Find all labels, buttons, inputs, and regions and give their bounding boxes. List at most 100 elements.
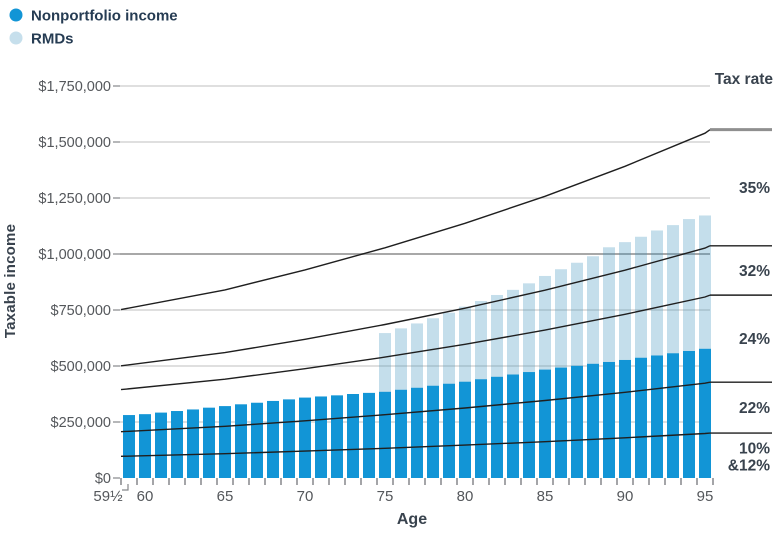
legend-label-nonportfolio: Nonportfolio income: [31, 8, 178, 25]
bar-rmd: [395, 328, 407, 390]
y-axis-tick-label: $1,250,000: [38, 191, 111, 207]
right-axis-title: Tax rate: [715, 71, 774, 88]
bar-rmd: [491, 294, 503, 377]
bar-nonportfolio-income: [283, 399, 295, 478]
bar-nonportfolio-income: [267, 400, 279, 478]
bar-rmd: [411, 323, 423, 388]
bar-nonportfolio-income: [539, 369, 551, 478]
bar-nonportfolio-income: [123, 415, 135, 478]
bar-nonportfolio-income: [299, 397, 311, 478]
offset-label-connector: [122, 484, 129, 491]
bar-rmd: [587, 256, 599, 364]
bar-nonportfolio-income: [475, 379, 487, 478]
bar-rmd: [571, 262, 583, 366]
bar-nonportfolio-income: [651, 355, 663, 478]
bar-rmd: [651, 230, 663, 356]
bars: [123, 215, 711, 478]
x-axis-title: Age: [397, 511, 427, 528]
gridlines: [120, 85, 710, 423]
tax-rate-label-line: 35%: [739, 180, 770, 197]
bar-rmd: [699, 215, 711, 349]
bar-nonportfolio-income: [459, 381, 471, 478]
bar-nonportfolio-income: [555, 367, 567, 478]
bar-nonportfolio-income: [363, 392, 375, 478]
y-axis-tick-label: $250,000: [51, 415, 111, 431]
x-axis-tick-label: 65: [217, 488, 234, 505]
bar-nonportfolio-income: [331, 395, 343, 478]
legend: Nonportfolio income RMDs: [9, 8, 178, 48]
x-axis-tick-label: 75: [377, 488, 394, 505]
y-axis-tick-label: $0: [95, 471, 111, 487]
tax-rate-label-line: 10%: [739, 441, 770, 458]
bracket-line: [120, 245, 711, 367]
x-axis-tick-label: 90: [617, 488, 634, 505]
tax-rate-label: 10% &12%: [728, 441, 770, 475]
bar-rmd: [555, 269, 567, 368]
bar-rmd: [667, 225, 679, 354]
bar-nonportfolio-income: [699, 348, 711, 478]
bracket-line: [120, 294, 711, 391]
bracket-line: [120, 381, 711, 433]
tax-rate-label: 24%: [739, 331, 770, 348]
bar-rmd: [379, 333, 391, 392]
legend-label-rmds: RMDs: [31, 31, 74, 48]
bar-nonportfolio-income: [411, 387, 423, 478]
tax-rate-label-line: 22%: [739, 400, 770, 417]
bar-nonportfolio-income: [523, 372, 535, 478]
bar-rmd: [427, 318, 439, 386]
tax-rate-label: 32%: [739, 263, 770, 280]
bar-nonportfolio-income: [379, 391, 391, 478]
bar-nonportfolio-income: [507, 374, 519, 478]
bar-nonportfolio-income: [155, 412, 167, 478]
bar-nonportfolio-income: [491, 376, 503, 478]
bar-nonportfolio-income: [619, 359, 631, 478]
legend-dot-nonportfolio-icon: [9, 8, 23, 22]
y-axis-tick-label: $1,750,000: [38, 79, 111, 95]
bar-nonportfolio-income: [443, 383, 455, 478]
x-axis-tick-label: 59½: [93, 488, 123, 505]
bar-nonportfolio-income: [235, 404, 247, 478]
bar-nonportfolio-income: [251, 402, 263, 478]
y-axis-ticks: [113, 85, 120, 479]
bar-nonportfolio-income: [683, 350, 695, 478]
y-axis-tick-label: $1,000,000: [38, 247, 111, 263]
bar-nonportfolio-income: [635, 357, 647, 478]
tax-rate-label-line: &12%: [728, 458, 770, 475]
tax-rate-label-line: 32%: [739, 263, 770, 280]
tax-rate-label: 35%: [739, 180, 770, 197]
x-axis-ticks: [120, 478, 714, 485]
bar-nonportfolio-income: [427, 385, 439, 478]
x-axis-tick-label: 70: [297, 488, 314, 505]
tax-bracket-lines: [120, 128, 772, 457]
y-axis-title: Taxable income: [2, 224, 19, 338]
x-axis-tick-label: 85: [537, 488, 554, 505]
bracket-line: [120, 432, 711, 457]
bar-nonportfolio-income: [395, 389, 407, 478]
bar-nonportfolio-income: [587, 363, 599, 478]
bar-nonportfolio-income: [139, 414, 151, 478]
y-axis-tick-label: $500,000: [51, 359, 111, 375]
x-axis-tick-label: 60: [137, 488, 154, 505]
bar-rmd: [443, 312, 455, 384]
bar-rmd: [635, 236, 647, 358]
bar-nonportfolio-income: [315, 396, 327, 478]
x-axis-tick-label: 80: [457, 488, 474, 505]
bar-nonportfolio-income: [171, 411, 183, 478]
y-axis-labels: $1,750,000 $1,500,000 $1,250,000 $1,000,000…: [38, 79, 111, 487]
x-axis-labels: 59½ 60 65 70 75 80 85 90 95: [93, 484, 713, 505]
bar-rmd: [507, 289, 519, 375]
bar-rmd: [603, 247, 615, 362]
bar-nonportfolio-income: [187, 409, 199, 478]
y-axis-tick-label: $1,500,000: [38, 135, 111, 151]
tax-rate-label: 22%: [739, 400, 770, 417]
bar-rmd: [683, 219, 695, 351]
bar-rmd: [619, 242, 631, 360]
bar-rmd: [475, 301, 487, 380]
bar-rmd: [523, 283, 535, 373]
bar-nonportfolio-income: [219, 406, 231, 478]
legend-dot-rmds-icon: [9, 31, 23, 45]
bar-nonportfolio-income: [667, 353, 679, 478]
bar-nonportfolio-income: [203, 407, 215, 478]
bracket-line: [120, 129, 711, 311]
